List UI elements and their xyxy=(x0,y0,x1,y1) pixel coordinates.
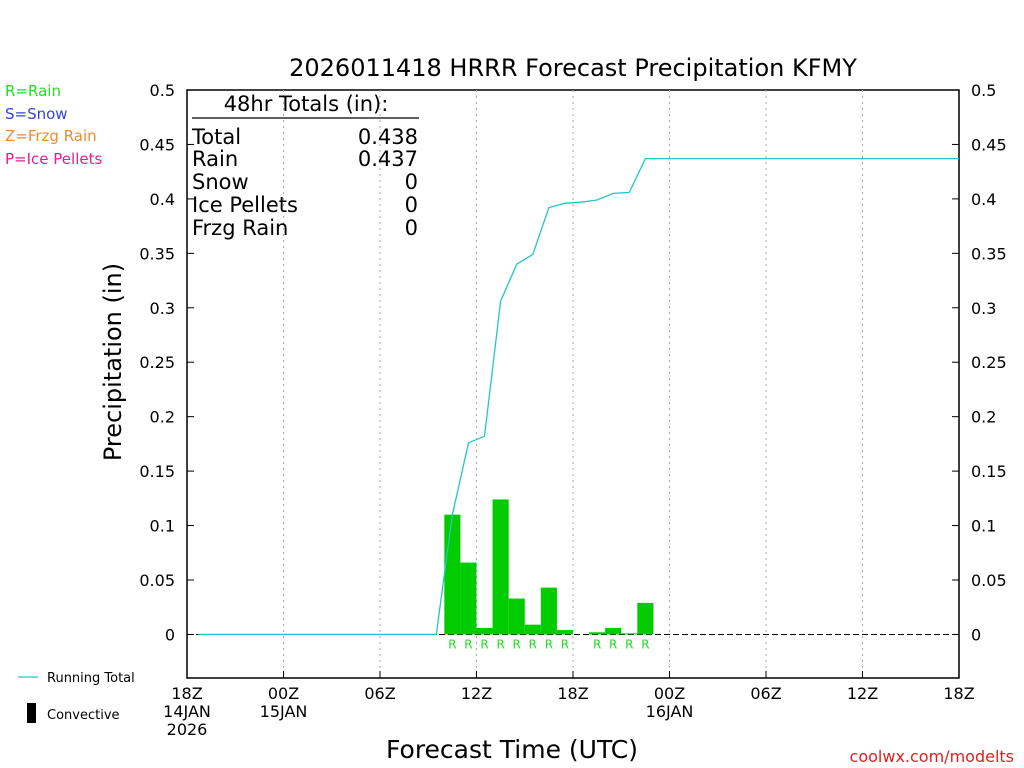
precip-bar xyxy=(589,632,606,635)
y-tick-label-right: 0.2 xyxy=(971,408,996,427)
credit-link[interactable]: coolwx.com/modelts xyxy=(850,747,1014,766)
precip-type-code: R xyxy=(464,637,472,651)
y-tick-label-left: 0.5 xyxy=(150,81,175,100)
y-tick-label-left: 0.1 xyxy=(150,517,175,536)
y-tick-label-left: 0.2 xyxy=(150,408,175,427)
x-tick-label: 06Z xyxy=(364,684,395,703)
y-tick-label-left: 0.35 xyxy=(139,244,175,263)
y-tick-label-right: 0.1 xyxy=(971,517,996,536)
running-total-line xyxy=(198,157,959,636)
precip-bar xyxy=(556,630,573,635)
x-tick-label: 18Z xyxy=(943,684,974,703)
precip-type-code: R xyxy=(529,637,537,651)
y-tick-label-right: 0.45 xyxy=(971,135,1007,154)
precip-type-code: R xyxy=(593,637,601,651)
precip-bar xyxy=(524,624,541,635)
x-tick-label: 00Z xyxy=(654,684,685,703)
precip-type-code: R xyxy=(480,637,488,651)
precip-bar xyxy=(540,587,557,635)
totals-label-rain: Rain xyxy=(192,147,238,171)
precip-type-code: R xyxy=(496,637,504,651)
y-axis-ticks: 0 00.05 0.050.1 0.10.15 0.150.2 0.20.25 0.250.… xyxy=(139,81,1006,644)
precip-type-legend: R=Rain S=Snow Z=Frzg Rain P=Ice Pellets xyxy=(5,82,102,168)
precip-bar xyxy=(492,499,509,635)
totals-value-ice-pellets: 0 xyxy=(405,193,418,217)
x-tick-label: 18Z xyxy=(171,684,202,703)
precip-bar xyxy=(444,514,461,635)
y-tick-label-right: 0.5 xyxy=(971,81,996,100)
x-tick-label: 18Z xyxy=(557,684,588,703)
y-tick-label-left: 0.25 xyxy=(139,353,175,372)
y-tick-label-right: 0.25 xyxy=(971,353,1007,372)
precip-type-code: R xyxy=(625,637,633,651)
y-tick-label-right: 0.15 xyxy=(971,462,1007,481)
y-tick-label-left: 0.3 xyxy=(150,299,175,318)
x-tick-label: 12Z xyxy=(461,684,492,703)
totals-value-frzg-rain: 0 xyxy=(405,216,418,240)
y-axis-label: Precipitation (in) xyxy=(99,263,127,461)
running-total-legend-label: Running Total xyxy=(47,671,135,686)
legend-rain: R=Rain xyxy=(5,82,61,100)
y-tick-label-right: 0.05 xyxy=(971,571,1007,590)
totals-box: 48hr Totals (in): Total 0.438 Rain 0.437… xyxy=(191,92,419,240)
precip-bar xyxy=(637,602,654,635)
y-tick-label-left: 0.45 xyxy=(139,135,175,154)
y-tick-label-right: 0.4 xyxy=(971,190,996,209)
precip-bar xyxy=(605,627,622,635)
totals-value-total: 0.438 xyxy=(358,125,418,149)
y-tick-label-right: 0.3 xyxy=(971,299,996,318)
precip-bar xyxy=(476,627,493,635)
precip-type-code: R xyxy=(609,637,617,651)
y-tick-label-right: 0.35 xyxy=(971,244,1007,263)
convective-legend-label: Convective xyxy=(47,708,120,723)
x-tick-label: 12Z xyxy=(847,684,878,703)
running-total-series xyxy=(198,157,959,636)
totals-header: 48hr Totals (in): xyxy=(224,92,389,116)
y-tick-label-left: 0.4 xyxy=(150,190,175,209)
x-tick-label: 06Z xyxy=(750,684,781,703)
precip-bar xyxy=(460,562,477,635)
precip-type-code: R xyxy=(561,637,569,651)
y-tick-label-left: 0.15 xyxy=(139,462,175,481)
legend-frzg-rain: Z=Frzg Rain xyxy=(5,127,97,145)
precip-bar xyxy=(621,633,638,635)
precip-type-code: R xyxy=(513,637,521,651)
x-tick-label: 16JAN xyxy=(646,702,694,721)
convective-swatch xyxy=(27,703,36,723)
totals-label-total: Total xyxy=(191,125,241,149)
x-tick-label: 14JAN xyxy=(163,702,211,721)
x-tick-label: 00Z xyxy=(268,684,299,703)
chart-title: 2026011418 HRRR Forecast Precipitation K… xyxy=(289,54,857,82)
precip-type-code: R xyxy=(641,637,649,651)
totals-value-snow: 0 xyxy=(405,170,418,194)
x-tick-label: 2026 xyxy=(167,720,208,739)
precip-bar xyxy=(508,598,525,635)
y-tick-label-left: 0.05 xyxy=(139,571,175,590)
y-tick-label-left: 0 xyxy=(165,625,175,644)
legend-snow: S=Snow xyxy=(5,105,68,123)
totals-value-rain: 0.437 xyxy=(358,147,418,171)
x-tick-label: 15JAN xyxy=(260,702,308,721)
legend-ice-pellets: P=Ice Pellets xyxy=(5,150,102,168)
y-tick-label-right: 0 xyxy=(971,625,981,644)
totals-label-frzg-rain: Frzg Rain xyxy=(192,216,288,240)
grid-lines xyxy=(187,90,959,678)
precip-type-code: R xyxy=(448,637,456,651)
totals-label-snow: Snow xyxy=(192,170,249,194)
precip-type-code: R xyxy=(545,637,553,651)
series-legend: Running Total Convective xyxy=(18,671,135,723)
x-axis-label: Forecast Time (UTC) xyxy=(386,735,638,764)
totals-label-ice-pellets: Ice Pellets xyxy=(192,193,298,217)
